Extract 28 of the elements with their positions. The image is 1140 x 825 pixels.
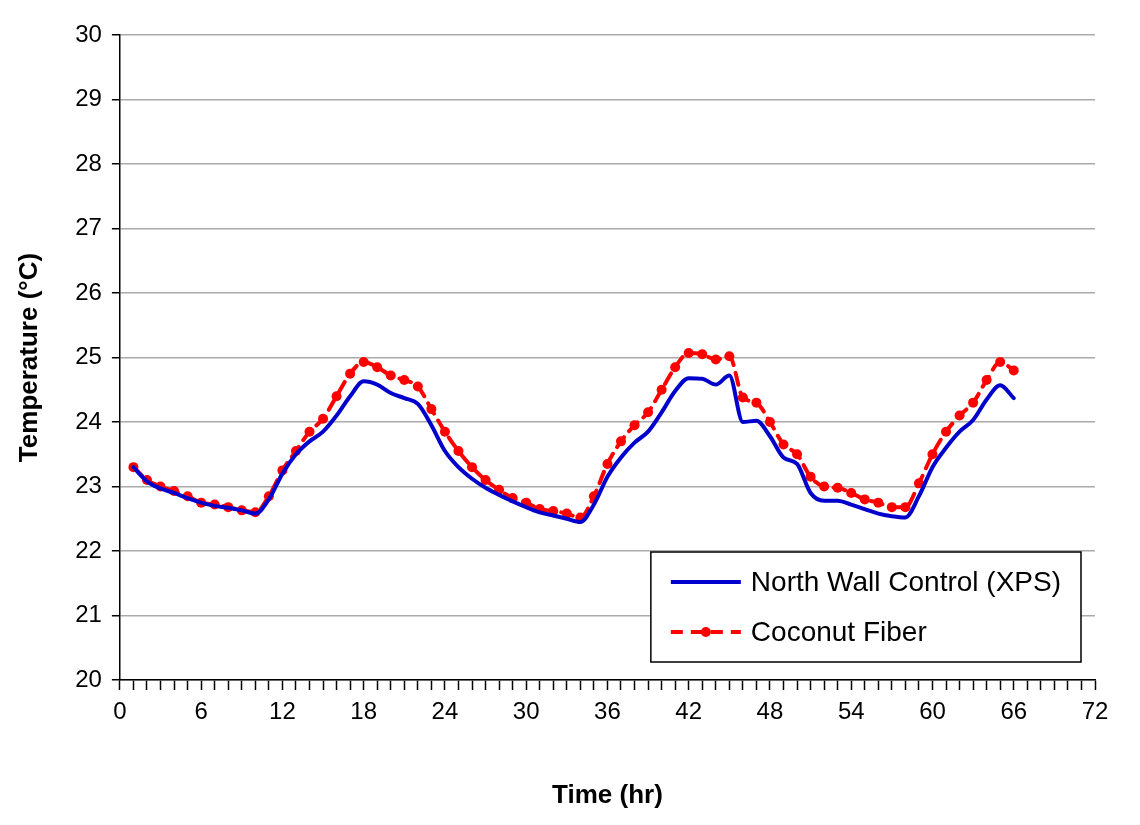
y-tick-label: 20: [75, 664, 102, 692]
y-tick-label: 26: [75, 277, 102, 305]
x-tick-label: 54: [837, 697, 865, 725]
legend-label: Coconut Fiber: [750, 615, 927, 647]
x-tick-label: 12: [269, 697, 296, 725]
x-tick-label: 72: [1081, 697, 1109, 725]
x-tick-label: 6: [194, 697, 208, 725]
x-tick-label: 18: [350, 697, 378, 725]
x-tick-label: 30: [512, 697, 540, 725]
y-tick-label: 25: [75, 342, 102, 370]
legend-label: North Wall Control (XPS): [750, 565, 1062, 597]
y-tick-label: 23: [75, 471, 102, 499]
x-tick-label: 42: [675, 697, 703, 725]
y-tick-label: 24: [75, 406, 102, 434]
x-tick-label: 36: [594, 697, 621, 725]
y-tick-label: 21: [75, 600, 102, 628]
y-tick-label: 29: [75, 84, 102, 112]
x-tick-label: 48: [756, 697, 784, 725]
x-tick-label: 0: [113, 697, 127, 725]
x-tick-label: 66: [1000, 697, 1028, 725]
y-tick-label: 28: [75, 148, 102, 176]
y-tick-label: 30: [75, 19, 102, 47]
x-tick-label: 60: [919, 697, 946, 725]
x-tick-label: 24: [431, 697, 459, 725]
y-tick-label: 22: [75, 535, 102, 563]
x-axis-title: Time (hr): [552, 778, 663, 809]
y-tick-label: 27: [75, 213, 102, 241]
y-axis-title: Temperature (°C): [12, 252, 43, 463]
